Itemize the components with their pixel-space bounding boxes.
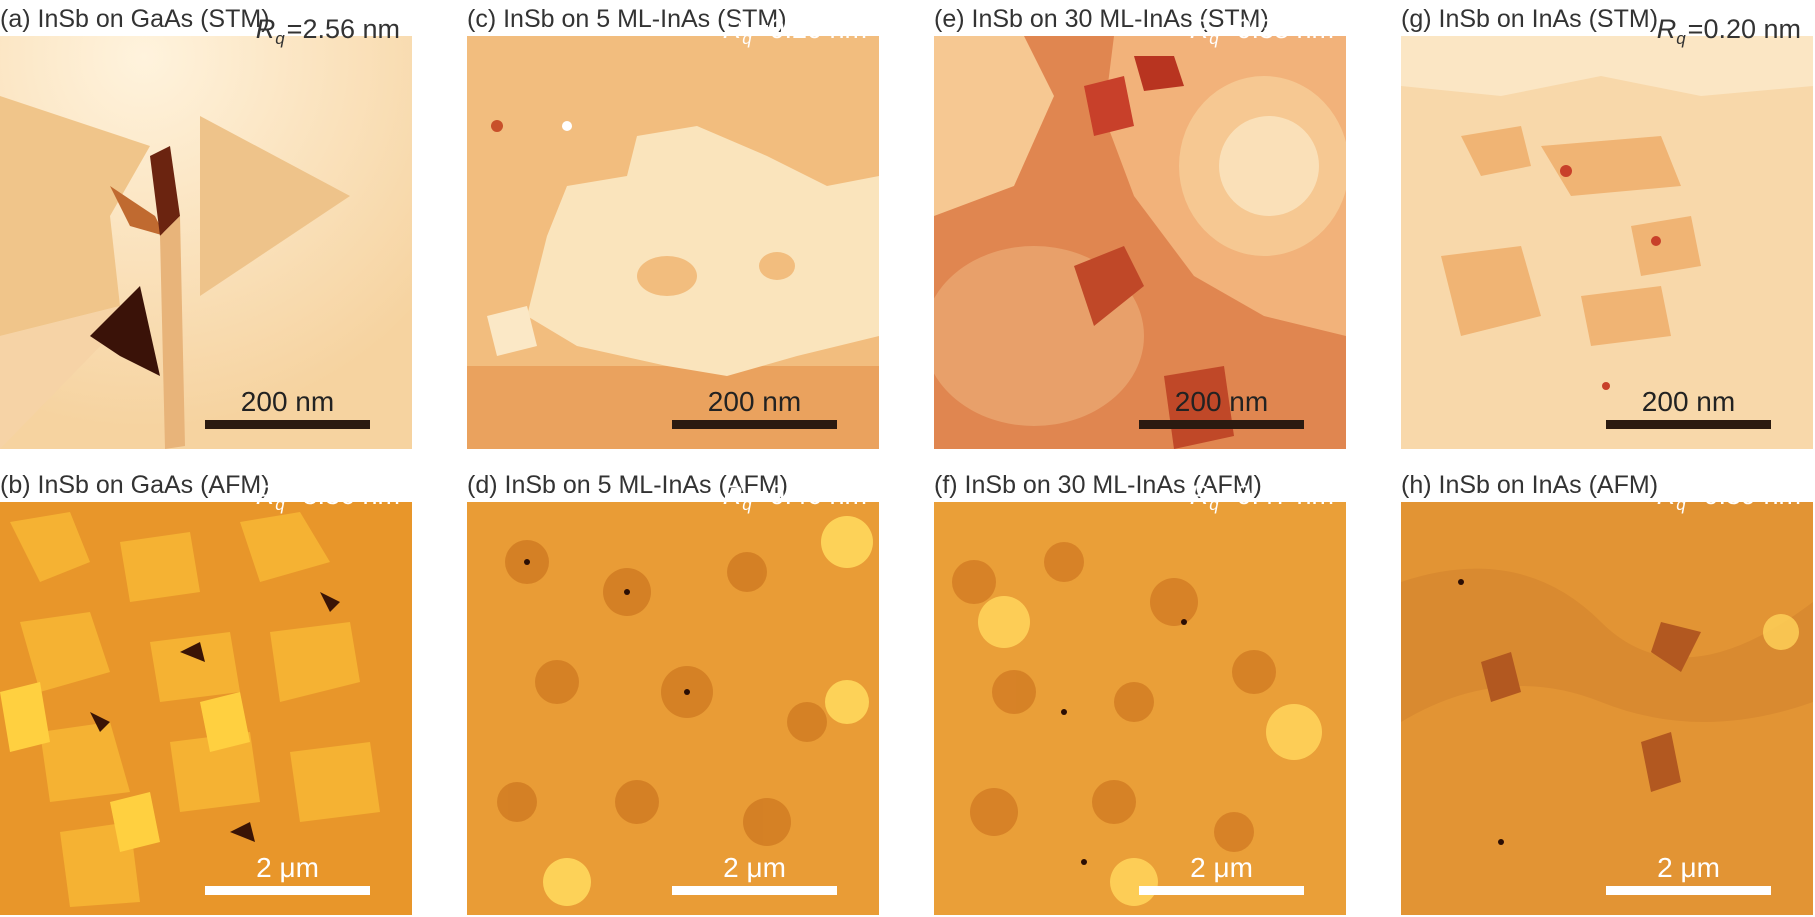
scale-bar-label: 2 μm — [1657, 852, 1720, 883]
scale-bar: 200 nm — [1139, 386, 1304, 429]
scale-bar: 2 μm — [672, 852, 837, 895]
panel-c: (c) InSb on 5 ML-InAs (STM) Rq=0.20 nm 2… — [467, 0, 879, 449]
scale-bar: 200 nm — [672, 386, 837, 429]
panel-caption: (f) InSb on 30 ML-InAs (AFM) — [934, 471, 1262, 499]
scale-bar-line — [205, 420, 370, 429]
panel-d: (d) InSb on 5 ML-InAs (AFM) Rq=0.46 nm 2… — [467, 466, 879, 915]
stm-image — [934, 36, 1346, 449]
scale-bar-line — [672, 420, 837, 429]
panel-caption: (c) InSb on 5 ML-InAs (STM) — [467, 5, 787, 33]
scale-bar-line — [1606, 886, 1771, 895]
rq-label: Rq=0.47 nm — [1189, 480, 1334, 514]
scale-bar-line — [1139, 420, 1304, 429]
panel-caption: (e) InSb on 30 ML-InAs (STM) — [934, 5, 1269, 33]
scale-bar-label: 2 μm — [256, 852, 319, 883]
panel-caption: (h) InSb on InAs (AFM) — [1401, 471, 1659, 499]
panel-a: (a) InSb on GaAs (STM) Rq=2.56 nm 200 nm — [0, 0, 412, 449]
scale-bar: 2 μm — [1139, 852, 1304, 895]
rq-label: Rq=3.36 nm — [255, 480, 400, 514]
afm-image — [0, 502, 412, 915]
stm-image — [0, 36, 412, 449]
panel-caption: (b) InSb on GaAs (AFM) — [0, 471, 270, 499]
scale-bar-label: 2 μm — [1190, 852, 1253, 883]
rq-label: Rq=0.38 nm — [1189, 14, 1334, 48]
rq-label: Rq=0.39 nm — [1656, 480, 1801, 514]
scale-bar-line — [672, 886, 837, 895]
scale-bar: 2 μm — [205, 852, 370, 895]
afm-image — [1401, 502, 1813, 915]
scale-bar-line — [1139, 886, 1304, 895]
scale-bar: 200 nm — [1606, 386, 1771, 429]
panel-f: (f) InSb on 30 ML-InAs (AFM) Rq=0.47 nm … — [934, 466, 1346, 915]
rq-label: Rq=2.56 nm — [255, 14, 400, 48]
afm-image — [934, 502, 1346, 915]
afm-image — [467, 502, 879, 915]
panel-e: (e) InSb on 30 ML-InAs (STM) Rq=0.38 nm … — [934, 0, 1346, 449]
scale-bar-line — [1606, 420, 1771, 429]
scale-bar: 2 μm — [1606, 852, 1771, 895]
rq-label: Rq=0.20 nm — [722, 14, 867, 48]
panel-g: (g) InSb on InAs (STM) Rq=0.20 nm 200 nm — [1401, 0, 1813, 449]
scale-bar-line — [205, 886, 370, 895]
panel-b: (b) InSb on GaAs (AFM) — [0, 466, 412, 915]
panel-h: (h) InSb on InAs (AFM) Rq=0.39 nm 2 μm — [1401, 466, 1813, 915]
panel-caption: (g) InSb on InAs (STM) — [1401, 5, 1659, 33]
panel-caption: (a) InSb on GaAs (STM) — [0, 5, 270, 33]
scale-bar: 200 nm — [205, 386, 370, 429]
scale-bar-label: 200 nm — [240, 386, 335, 417]
scale-bar-label: 200 nm — [1641, 386, 1736, 417]
stm-image — [1401, 36, 1813, 449]
rq-label: Rq=0.20 nm — [1656, 14, 1801, 48]
stm-image — [467, 36, 879, 449]
rq-label: Rq=0.46 nm — [722, 480, 867, 514]
scale-bar-label: 200 nm — [1174, 386, 1269, 417]
scale-bar-label: 2 μm — [723, 852, 786, 883]
panel-caption: (d) InSb on 5 ML-InAs (AFM) — [467, 471, 788, 499]
scale-bar-label: 200 nm — [707, 386, 802, 417]
